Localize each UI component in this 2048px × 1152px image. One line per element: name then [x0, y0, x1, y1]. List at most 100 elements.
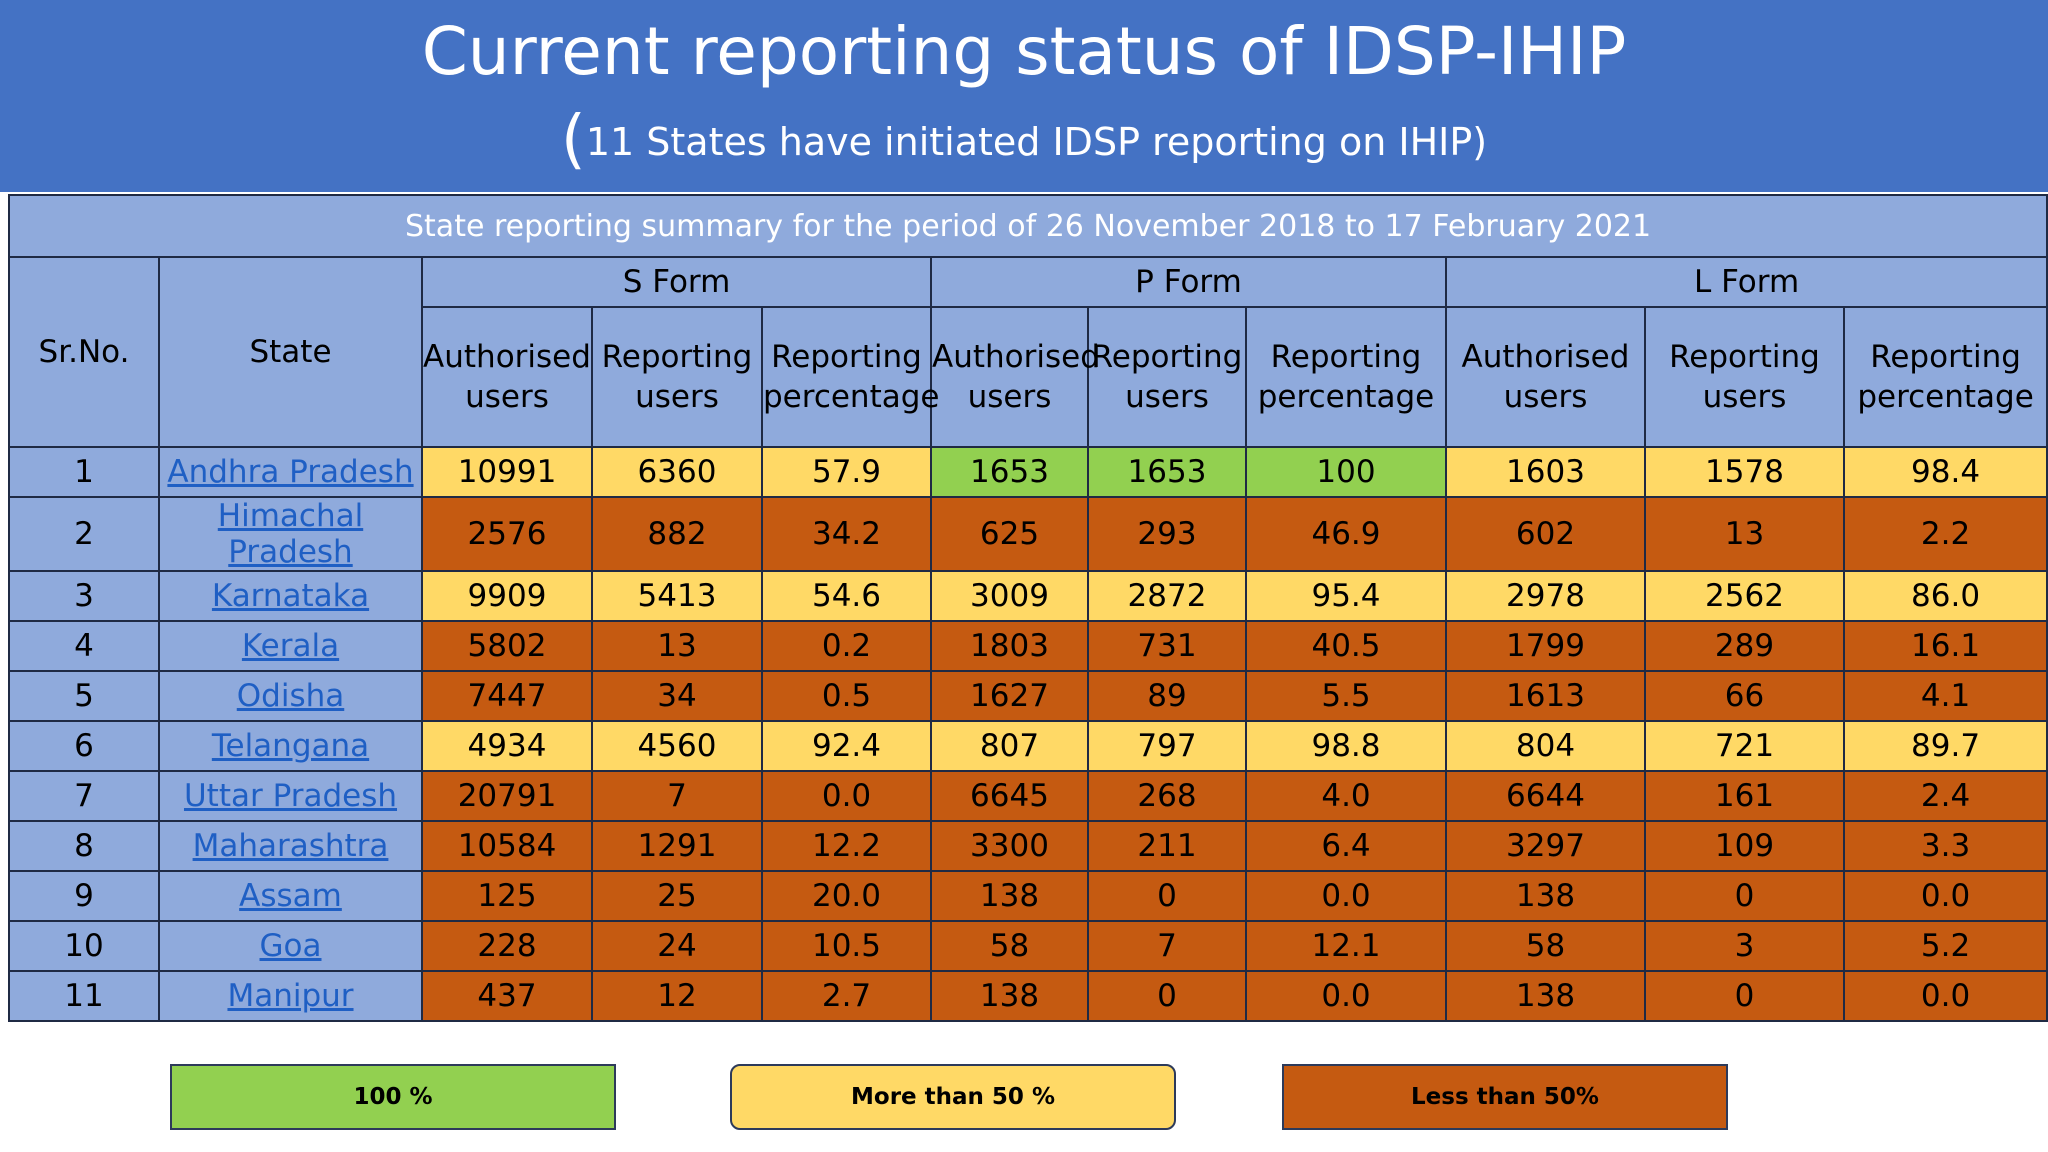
table-row: 11 Manipur 437 12 2.7 138 0 0.0 138 0 0.0 [8, 970, 2048, 1022]
state-link[interactable]: Andhra Pradesh [167, 454, 414, 490]
value-cell-p-form-reporting-percentage: 98.8 [1245, 720, 1447, 772]
sub-header-p-form-authorised-users: Authorised users [930, 306, 1100, 448]
sub-header-line: Reporting [1091, 339, 1243, 375]
srno-cell: 6 [8, 720, 160, 772]
srno-cell: 9 [8, 870, 160, 922]
value-cell-s-form-authorised-users: 10584 [421, 820, 593, 872]
value-cell-l-form-authorised-users: 6644 [1445, 770, 1646, 822]
value-cell-p-form-authorised-users: 58 [930, 920, 1089, 972]
state-link[interactable]: Telangana [211, 728, 370, 764]
value-cell-s-form-reporting-percentage: 0.0 [761, 770, 932, 822]
state-cell: Manipur [158, 970, 423, 1022]
value-cell-l-form-reporting-percentage: 16.1 [1842, 620, 2048, 672]
srno-cell: 10 [8, 920, 160, 972]
group-header-l-form: L Form [1444, 256, 2048, 308]
srno-cell: 4 [8, 620, 160, 672]
value-cell-s-form-reporting-users: 12 [591, 970, 763, 1022]
sub-header-line: users [1503, 379, 1588, 415]
value-cell-s-form-reporting-users: 882 [591, 496, 763, 572]
table-row: 3 Karnataka 9909 5413 54.6 3009 2872 95.4 2978 25… [8, 570, 2048, 622]
value-cell-s-form-authorised-users: 125 [421, 870, 593, 922]
value-cell-s-form-reporting-users: 34 [591, 670, 763, 722]
state-cell: Himachal Pradesh [158, 496, 423, 572]
value-cell-p-form-authorised-users: 138 [930, 870, 1089, 922]
srno-cell: 11 [8, 970, 160, 1022]
table-row: 6 Telangana 4934 4560 92.4 807 797 98.8 804 721 89… [8, 720, 2048, 772]
state-cell: Maharashtra [158, 820, 423, 872]
value-cell-s-form-reporting-users: 1291 [591, 820, 763, 872]
state-cell: Andhra Pradesh [158, 446, 423, 498]
sub-header-p-form-reporting-users: Reporting users [1087, 306, 1247, 448]
value-cell-p-form-reporting-percentage: 100 [1245, 446, 1447, 498]
value-cell-l-form-authorised-users: 1613 [1445, 670, 1646, 722]
value-cell-p-form-reporting-percentage: 95.4 [1245, 570, 1447, 622]
value-cell-s-form-authorised-users: 10991 [421, 446, 593, 498]
value-cell-l-form-reporting-users: 3 [1644, 920, 1845, 972]
value-cell-p-form-authorised-users: 1653 [930, 446, 1089, 498]
value-cell-s-form-reporting-percentage: 34.2 [761, 496, 932, 572]
sub-header-s-form-authorised-users: Authorised users [421, 306, 593, 448]
value-cell-s-form-reporting-users: 4560 [591, 720, 763, 772]
value-cell-l-form-authorised-users: 3297 [1445, 820, 1646, 872]
state-link[interactable]: Goa [259, 928, 322, 964]
sub-header-line: users [1702, 379, 1787, 415]
sub-header-line: Reporting [601, 339, 753, 375]
srno-cell: 2 [8, 496, 160, 572]
value-cell-l-form-reporting-users: 0 [1644, 870, 1845, 922]
sub-header-s-form-reporting-users: Reporting users [591, 306, 763, 448]
value-cell-l-form-reporting-percentage: 5.2 [1842, 920, 2048, 972]
value-cell-l-form-reporting-users: 109 [1644, 820, 1845, 872]
state-link[interactable]: Assam [239, 878, 342, 914]
state-link[interactable]: Uttar Pradesh [183, 778, 398, 814]
srno-cell: 8 [8, 820, 160, 872]
value-cell-p-form-reporting-percentage: 4.0 [1245, 770, 1447, 822]
value-cell-p-form-reporting-percentage: 46.9 [1245, 496, 1447, 572]
value-cell-l-form-reporting-percentage: 89.7 [1842, 720, 2048, 772]
table-row: 8 Maharashtra 10584 1291 12.2 3300 211 6.4 3297 1… [8, 820, 2048, 872]
title-banner: Current reporting status of IDSP-IHIP (1… [0, 0, 2048, 192]
state-cell: Uttar Pradesh [158, 770, 423, 822]
sub-header-line: Authorised [423, 339, 591, 375]
sub-header-line: Reporting [771, 339, 922, 375]
sub-header-s-form-reporting-percentage: Reporting percentage [761, 306, 939, 448]
value-cell-l-form-reporting-percentage: 2.2 [1842, 496, 2048, 572]
value-cell-s-form-authorised-users: 2576 [421, 496, 593, 572]
state-link[interactable]: Odisha [236, 678, 345, 714]
value-cell-l-form-reporting-percentage: 86.0 [1842, 570, 2048, 622]
value-cell-l-form-reporting-users: 0 [1644, 970, 1845, 1022]
value-cell-p-form-reporting-users: 89 [1087, 670, 1247, 722]
state-cell: Goa [158, 920, 423, 972]
subtitle-open-paren: ( [560, 103, 586, 177]
value-cell-p-form-reporting-users: 211 [1087, 820, 1247, 872]
state-link[interactable]: Karnataka [211, 578, 370, 614]
state-link[interactable]: Maharashtra [192, 828, 389, 864]
value-cell-l-form-reporting-percentage: 0.0 [1842, 970, 2048, 1022]
value-cell-p-form-authorised-users: 3009 [930, 570, 1089, 622]
sub-header-line: users [465, 379, 549, 415]
value-cell-p-form-reporting-percentage: 0.0 [1245, 970, 1447, 1022]
subtitle-text: 11 States have initiated IDSP reporting … [585, 120, 1488, 164]
value-cell-p-form-authorised-users: 807 [930, 720, 1089, 772]
sub-header-line: Reporting [1870, 339, 2021, 375]
value-cell-l-form-reporting-users: 66 [1644, 670, 1845, 722]
value-cell-p-form-authorised-users: 6645 [930, 770, 1089, 822]
page-subtitle: (11 States have initiated IDSP reporting… [0, 100, 2048, 182]
state-link[interactable]: Himachal Pradesh [217, 498, 364, 570]
state-link[interactable]: Manipur [227, 978, 354, 1014]
table-row: 10 Goa 228 24 10.5 58 7 12.1 58 3 5.2 [8, 920, 2048, 972]
value-cell-p-form-reporting-users: 268 [1087, 770, 1247, 822]
legend-more-than-50: More than 50 % [730, 1064, 1176, 1130]
value-cell-p-form-authorised-users: 138 [930, 970, 1089, 1022]
sub-header-line: Authorised [1461, 339, 1630, 375]
value-cell-p-form-reporting-users: 0 [1087, 970, 1247, 1022]
state-cell: Kerala [158, 620, 423, 672]
value-cell-s-form-authorised-users: 228 [421, 920, 593, 972]
srno-cell: 3 [8, 570, 160, 622]
value-cell-p-form-authorised-users: 3300 [930, 820, 1089, 872]
state-link[interactable]: Kerala [241, 628, 340, 664]
value-cell-s-form-reporting-percentage: 57.9 [761, 446, 932, 498]
value-cell-s-form-authorised-users: 437 [421, 970, 593, 1022]
value-cell-s-form-reporting-users: 7 [591, 770, 763, 822]
value-cell-s-form-authorised-users: 5802 [421, 620, 593, 672]
sub-header-line: percentage [1257, 379, 1435, 415]
